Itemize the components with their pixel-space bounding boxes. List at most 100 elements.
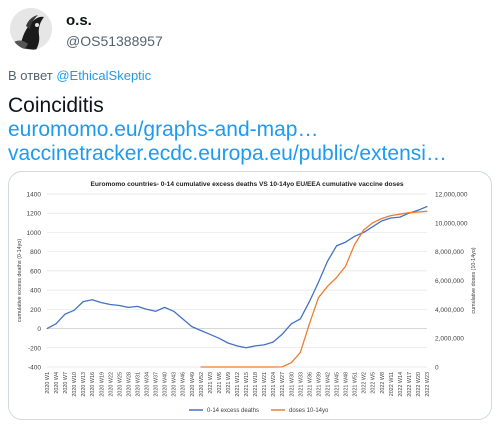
tweet-link-euromomo[interactable]: euromomo.eu/graphs-and-map… — [8, 118, 319, 141]
data-point — [317, 281, 319, 283]
data-point — [290, 362, 292, 364]
y-tick-left-label: 1400 — [27, 192, 42, 199]
y-axis-right-title: cumulative doses (10-14yo) — [471, 247, 477, 313]
x-tick-label: 2020 W13 — [81, 372, 87, 397]
data-point — [91, 299, 93, 301]
data-point — [236, 345, 238, 347]
data-point — [64, 313, 66, 315]
x-tick-label: 2021 W33 — [298, 372, 304, 397]
data-point — [372, 226, 374, 228]
data-point — [372, 222, 374, 224]
data-point — [308, 301, 310, 303]
x-tick-label: 2022 W17 — [407, 372, 413, 397]
data-point — [354, 235, 356, 237]
data-point — [363, 229, 365, 231]
y-tick-left-label: 400 — [30, 288, 41, 295]
data-point — [73, 309, 75, 311]
data-point — [327, 285, 328, 287]
avatar[interactable] — [10, 8, 52, 50]
y-tick-right-label: 12,000,000 — [435, 192, 468, 199]
data-point — [308, 323, 310, 325]
x-tick-label: 2022 W2 — [362, 372, 368, 394]
x-tick-label: 2021 W48 — [344, 372, 350, 397]
x-tick-label: 2021 W24 — [271, 372, 277, 397]
data-point — [272, 341, 274, 343]
legend-label-excess-deaths: 0-14 excess deaths — [207, 408, 259, 414]
data-point — [209, 366, 211, 368]
x-tick-label: 2021 W21 — [262, 372, 268, 397]
data-point — [245, 347, 247, 349]
data-point — [100, 302, 102, 304]
reply-mention-link[interactable]: @EthicalSkeptic — [56, 68, 152, 83]
x-tick-label: 2020 W7 — [63, 372, 69, 394]
reply-to-line: В ответ @EthicalSkeptic — [8, 68, 151, 83]
x-tick-label: 2020 W16 — [90, 372, 96, 397]
y-tick-right-label: 8,000,000 — [435, 249, 464, 256]
x-tick-label: 2021 W51 — [353, 372, 359, 397]
author-handle[interactable]: @OS51388957 — [66, 33, 163, 49]
chart-title: Euromomo countries- 0-14 cumulative exce… — [90, 181, 403, 188]
data-point — [426, 206, 428, 207]
x-tick-label: 2021 W36 — [307, 372, 313, 397]
x-tick-label: 2020 W40 — [163, 372, 169, 397]
x-tick-label: 2021 W30 — [289, 372, 295, 397]
y-tick-right-label: 4,000,000 — [435, 307, 464, 314]
author-name[interactable]: o.s. — [66, 12, 92, 29]
x-tick-label: 2021 W9 — [226, 372, 232, 394]
series-line-doses — [200, 210, 428, 368]
data-point — [146, 308, 147, 310]
x-tick-label: 2021 W6 — [217, 372, 223, 394]
data-point — [290, 323, 292, 325]
x-tick-label: 2022 W8 — [380, 372, 386, 394]
x-tick-label: 2020 W52 — [199, 372, 205, 397]
data-point — [345, 265, 347, 267]
tweet-media-chart[interactable]: Euromomo countries- 0-14 cumulative exce… — [8, 171, 492, 420]
data-point — [317, 297, 319, 299]
data-point — [191, 326, 193, 328]
data-point — [299, 352, 301, 354]
x-tick-label: 2021 W12 — [235, 372, 241, 397]
tweet-text: Coinciditis — [8, 94, 104, 117]
data-point — [82, 301, 84, 303]
data-point — [281, 333, 283, 335]
x-tick-label: 2020 W4 — [54, 372, 60, 394]
data-point — [426, 210, 428, 212]
y-tick-left-label: 1200 — [27, 211, 42, 218]
x-tick-label: 2020 W31 — [135, 372, 141, 397]
x-tick-label: 2020 W10 — [72, 372, 78, 397]
data-point — [236, 366, 238, 368]
data-point — [164, 306, 166, 308]
data-point — [354, 244, 356, 245]
data-point — [345, 241, 347, 243]
x-tick-label: 2021 W3 — [208, 372, 214, 394]
x-tick-label: 2022 W23 — [425, 372, 431, 397]
x-tick-label: 2021 W42 — [325, 372, 331, 397]
data-point — [127, 306, 129, 308]
x-tick-label: 2021 W45 — [335, 372, 341, 397]
y-tick-right-label: 0 — [435, 365, 439, 372]
data-point — [399, 213, 401, 215]
x-tick-label: 2020 W22 — [108, 372, 114, 397]
y-tick-right-label: 6,000,000 — [435, 278, 464, 285]
y-tick-right-label: 10,000,000 — [435, 220, 468, 227]
data-point — [390, 215, 392, 217]
x-tick-label: 2020 W19 — [99, 372, 105, 397]
x-tick-label: 2021 W27 — [280, 372, 286, 397]
data-point — [408, 212, 410, 214]
data-point — [327, 260, 328, 262]
y-tick-left-label: 1000 — [27, 230, 42, 237]
data-point — [399, 216, 401, 218]
data-point — [218, 337, 220, 339]
data-point — [390, 217, 392, 219]
tweet-link-ecdc[interactable]: vaccinetracker.ecdc.europa.eu/public/ext… — [8, 142, 447, 165]
data-point — [417, 211, 419, 213]
data-point — [137, 305, 138, 307]
x-tick-label: 2020 W28 — [126, 372, 132, 397]
x-tick-label: 2020 W37 — [154, 372, 160, 397]
data-point — [281, 366, 283, 368]
x-tick-label: 2021 W39 — [316, 372, 322, 397]
data-point — [200, 366, 202, 368]
x-tick-label: 2020 W49 — [190, 372, 196, 397]
x-tick-label: 2020 W34 — [145, 372, 151, 397]
y-tick-left-label: 600 — [30, 268, 41, 275]
